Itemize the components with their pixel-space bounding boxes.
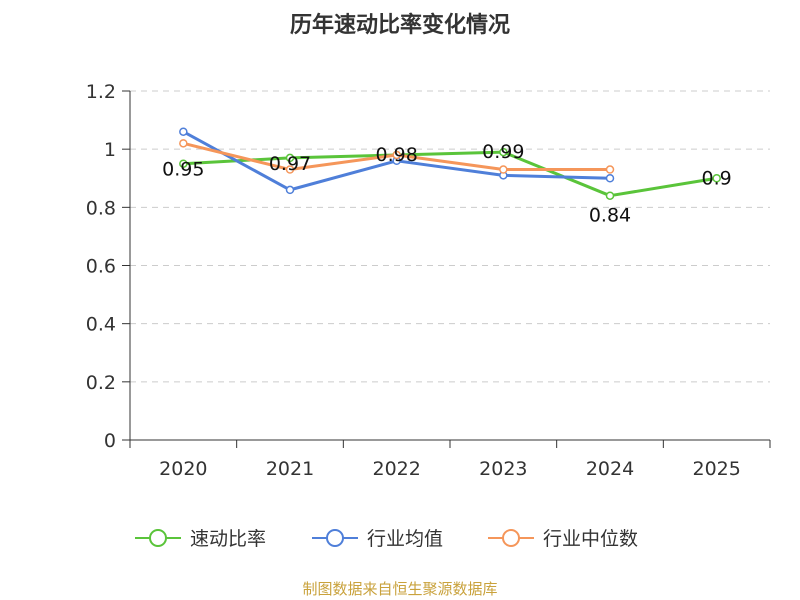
x-tick-label: 2023 <box>479 458 527 480</box>
data-point <box>499 147 508 157</box>
legend-marker <box>502 529 520 547</box>
data-label: 0.98 <box>376 144 418 166</box>
y-tick-label: 0.8 <box>86 197 116 219</box>
data-point <box>392 150 401 160</box>
data-label: 0.97 <box>269 153 311 175</box>
axes: 0 0.2 0.4 0.6 0.8 1 1.2 2020 2021 2022 2023 2024 202… <box>86 81 771 480</box>
data-point <box>179 139 188 148</box>
data-point <box>712 174 721 183</box>
series-group <box>179 127 721 200</box>
legend-label: 速动比率 <box>190 528 266 550</box>
legend-label: 行业均值 <box>367 528 443 550</box>
data-label: 0.84 <box>589 205 631 227</box>
y-tick-label: 1 <box>104 139 116 161</box>
source-note: 制图数据来自恒生聚源数据库 <box>302 580 497 598</box>
y-tick-label: 0.6 <box>86 256 116 278</box>
data-labels: 0.95 0.97 0.98 0.99 0.84 0.9 <box>162 141 732 227</box>
chart-title: 历年速动比率变化情况 <box>290 12 510 38</box>
data-point <box>499 165 508 174</box>
data-point <box>605 191 615 200</box>
data-point <box>179 127 188 136</box>
legend-marker <box>326 529 344 547</box>
x-tick-label: 2021 <box>266 458 314 480</box>
x-tick-label: 2025 <box>692 458 740 480</box>
data-point <box>285 165 295 174</box>
data-point <box>605 165 615 174</box>
data-point <box>285 153 295 163</box>
data-label: 0.99 <box>482 141 524 163</box>
data-label: 0.9 <box>702 167 732 189</box>
x-tick-label: 2024 <box>586 458 634 480</box>
y-tick-label: 0 <box>104 430 116 452</box>
grid-lines <box>130 90 770 383</box>
data-point <box>605 174 615 183</box>
series-line <box>183 150 717 198</box>
legend: 速动比率 行业均值 行业中位数 <box>135 528 638 550</box>
y-tick-label: 0.4 <box>86 314 116 336</box>
x-tick-label: 2020 <box>159 458 207 480</box>
x-tick-label: 2022 <box>372 458 420 480</box>
y-tick-label: 1.2 <box>86 81 116 103</box>
data-point <box>285 185 295 195</box>
data-label: 0.95 <box>162 159 204 181</box>
legend-marker <box>149 529 167 547</box>
y-tick-label: 0.2 <box>86 372 116 394</box>
data-point <box>179 159 188 168</box>
legend-label: 行业中位数 <box>543 528 638 550</box>
